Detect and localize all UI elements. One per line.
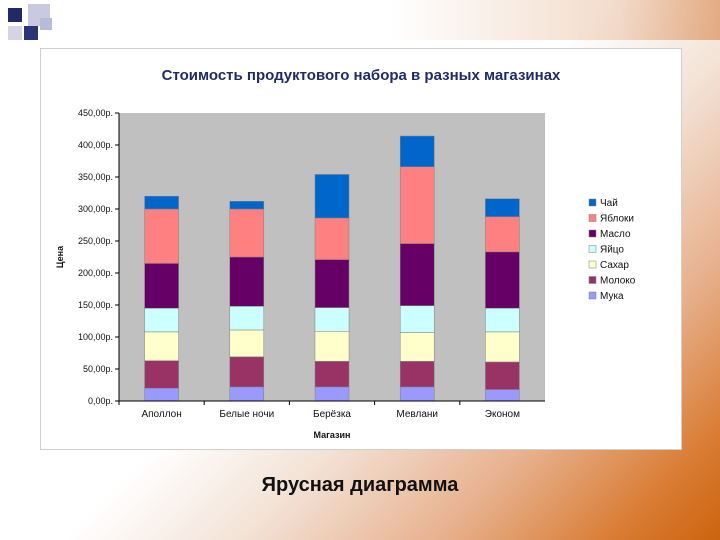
y-tick-label: 450,00р. (78, 108, 113, 118)
decor-square-navy-2 (24, 26, 38, 40)
legend-label: Сахар (600, 260, 629, 271)
legend-swatch (588, 214, 597, 222)
legend-label: Яйцо (600, 245, 624, 256)
bar-segment (314, 259, 350, 308)
bar-segment (144, 360, 179, 389)
bar-segment (314, 361, 350, 388)
bar-segment (485, 198, 520, 217)
y-tick-label: 300,00р. (78, 204, 113, 214)
legend-swatch (588, 276, 597, 284)
bar-segment (229, 208, 265, 258)
y-tick-label: 150,00р. (78, 300, 113, 310)
bar-segment (314, 174, 350, 219)
bar-segment (399, 166, 435, 244)
bar-segment (399, 361, 435, 388)
bar-segment (314, 217, 350, 260)
y-tick-label: 250,00р. (78, 236, 113, 246)
legend-swatch (588, 198, 597, 207)
legend-swatch (588, 260, 597, 269)
legend-label: Мука (600, 291, 624, 302)
bar-segment (399, 305, 435, 333)
bar-segment (485, 331, 520, 363)
decor-square-light-2 (8, 26, 22, 40)
bar-segment (144, 387, 179, 402)
bar-segment (314, 386, 350, 402)
bar-segment (144, 208, 179, 264)
decor-top-band (56, 0, 720, 40)
bar-segment (314, 307, 350, 332)
x-tick-label: Берёзка (313, 409, 351, 420)
legend: Чай Яблоки Масло Яйцо Сахар Молоко Мука (588, 198, 636, 302)
y-tick-label: 400,00р. (78, 140, 113, 150)
bar-segment (229, 386, 265, 402)
x-axis: Аполлон Белые ночи Берёзка Мевлани Эконом (118, 400, 545, 420)
bar-segment (144, 195, 179, 210)
bar-segment (485, 216, 520, 253)
x-axis-label: Магазин (314, 430, 351, 440)
bar-segment (144, 307, 179, 333)
legend-label: Чай (600, 198, 618, 209)
y-tick-label: 50,00р. (83, 364, 113, 374)
bar-segment (229, 256, 265, 307)
bar-segment (399, 135, 435, 168)
bar-segment (399, 386, 435, 402)
bar-segment (485, 361, 520, 390)
x-tick-label: Мевлани (396, 409, 438, 420)
decor-square-light-3 (40, 18, 52, 30)
legend-label: Яблоки (600, 213, 634, 225)
bar-segment (314, 330, 350, 362)
y-tick-label: 0,00р. (88, 396, 113, 406)
bar-segment (485, 389, 520, 402)
chart-panel: Стоимость продуктового набора в разных м… (40, 48, 682, 450)
bar-segment (229, 201, 265, 210)
y-axis-label: Цена (55, 245, 65, 268)
x-tick-label: Белые ночи (219, 409, 274, 420)
x-tick-label: Аполлон (141, 409, 181, 420)
y-tick-label: 100,00р. (78, 332, 113, 342)
bar-segment (229, 356, 265, 388)
bar-segment (144, 331, 179, 361)
legend-label: Масло (600, 229, 631, 240)
bar-segment (229, 329, 265, 358)
y-tick-label: 200,00р. (78, 268, 113, 278)
x-tick-label: Эконом (485, 409, 520, 420)
stacked-bar-chart: Стоимость продуктового набора в разных м… (55, 67, 636, 440)
legend-swatch (588, 245, 597, 253)
y-tick-label: 350,00р. (78, 172, 113, 182)
bar-segment (399, 243, 435, 306)
bar-segment (229, 306, 265, 331)
legend-swatch (588, 291, 597, 300)
decor-square-navy-1 (8, 8, 22, 22)
bars (144, 135, 520, 402)
chart-title: Стоимость продуктового набора в разных м… (162, 67, 561, 84)
y-axis: 0,00р. 50,00р. 100,00р. 150,00р. 200,00р. 250… (78, 108, 120, 406)
bar-segment (485, 307, 520, 333)
bar-segment (399, 332, 435, 362)
legend-swatch (588, 229, 597, 238)
bar-segment (485, 251, 520, 309)
bar-segment (144, 263, 179, 309)
legend-label: Молоко (600, 276, 636, 287)
slide-caption: Ярусная диаграмма (261, 474, 459, 496)
